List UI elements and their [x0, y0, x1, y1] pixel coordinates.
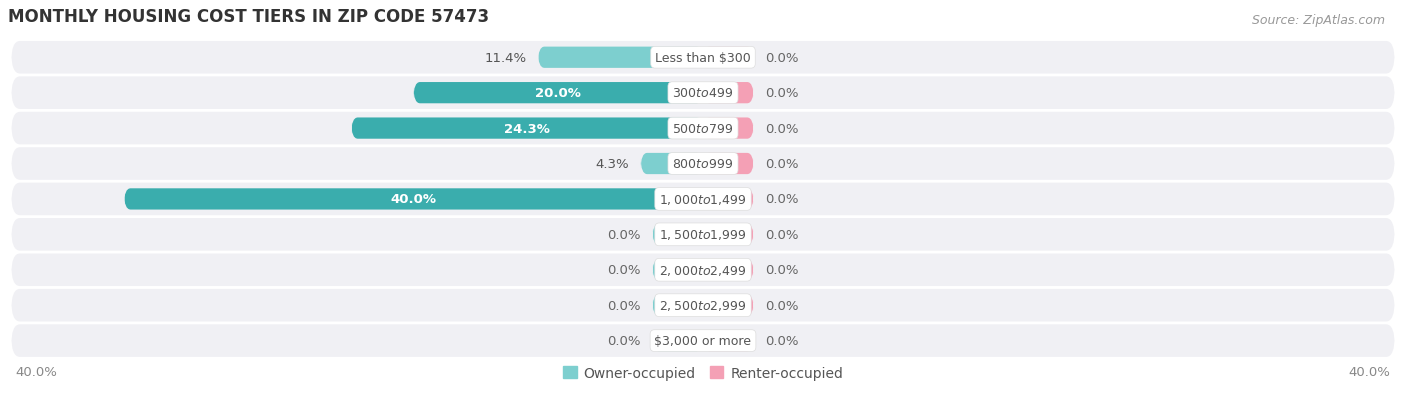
Text: 0.0%: 0.0% — [765, 299, 799, 312]
Text: 0.0%: 0.0% — [607, 263, 641, 277]
Text: 0.0%: 0.0% — [765, 193, 799, 206]
FancyBboxPatch shape — [11, 42, 1395, 74]
FancyBboxPatch shape — [641, 154, 703, 175]
FancyBboxPatch shape — [124, 189, 703, 210]
FancyBboxPatch shape — [11, 148, 1395, 180]
Text: 0.0%: 0.0% — [765, 87, 799, 100]
Text: $1,500 to $1,999: $1,500 to $1,999 — [659, 228, 747, 242]
FancyBboxPatch shape — [11, 254, 1395, 286]
FancyBboxPatch shape — [703, 224, 754, 245]
FancyBboxPatch shape — [703, 154, 754, 175]
FancyBboxPatch shape — [652, 224, 703, 245]
FancyBboxPatch shape — [652, 259, 703, 281]
Text: 0.0%: 0.0% — [607, 334, 641, 347]
FancyBboxPatch shape — [703, 259, 754, 281]
FancyBboxPatch shape — [352, 118, 703, 139]
FancyBboxPatch shape — [703, 189, 754, 210]
Legend: Owner-occupied, Renter-occupied: Owner-occupied, Renter-occupied — [557, 360, 849, 385]
FancyBboxPatch shape — [703, 118, 754, 139]
Text: $300 to $499: $300 to $499 — [672, 87, 734, 100]
FancyBboxPatch shape — [11, 183, 1395, 216]
Text: 0.0%: 0.0% — [607, 228, 641, 241]
Text: 4.3%: 4.3% — [596, 158, 630, 171]
FancyBboxPatch shape — [652, 330, 703, 351]
Text: 0.0%: 0.0% — [765, 263, 799, 277]
Text: 0.0%: 0.0% — [607, 299, 641, 312]
FancyBboxPatch shape — [11, 77, 1395, 110]
FancyBboxPatch shape — [11, 218, 1395, 251]
Text: $500 to $799: $500 to $799 — [672, 122, 734, 135]
Text: 11.4%: 11.4% — [484, 52, 526, 64]
FancyBboxPatch shape — [703, 83, 754, 104]
Text: 40.0%: 40.0% — [15, 366, 58, 378]
Text: Source: ZipAtlas.com: Source: ZipAtlas.com — [1251, 14, 1385, 27]
Text: 0.0%: 0.0% — [765, 122, 799, 135]
Text: Less than $300: Less than $300 — [655, 52, 751, 64]
Text: 0.0%: 0.0% — [765, 52, 799, 64]
FancyBboxPatch shape — [703, 295, 754, 316]
Text: MONTHLY HOUSING COST TIERS IN ZIP CODE 57473: MONTHLY HOUSING COST TIERS IN ZIP CODE 5… — [8, 8, 489, 26]
FancyBboxPatch shape — [703, 330, 754, 351]
FancyBboxPatch shape — [413, 83, 703, 104]
Text: $1,000 to $1,499: $1,000 to $1,499 — [659, 192, 747, 206]
FancyBboxPatch shape — [11, 112, 1395, 145]
Text: 40.0%: 40.0% — [1348, 366, 1391, 378]
FancyBboxPatch shape — [703, 47, 754, 69]
Text: $3,000 or more: $3,000 or more — [655, 334, 751, 347]
Text: 20.0%: 20.0% — [536, 87, 581, 100]
FancyBboxPatch shape — [538, 47, 703, 69]
Text: 24.3%: 24.3% — [505, 122, 550, 135]
FancyBboxPatch shape — [11, 289, 1395, 322]
Text: $2,500 to $2,999: $2,500 to $2,999 — [659, 299, 747, 313]
Text: 40.0%: 40.0% — [391, 193, 436, 206]
Text: 0.0%: 0.0% — [765, 228, 799, 241]
Text: $2,000 to $2,499: $2,000 to $2,499 — [659, 263, 747, 277]
Text: 0.0%: 0.0% — [765, 334, 799, 347]
Text: $800 to $999: $800 to $999 — [672, 158, 734, 171]
Text: 0.0%: 0.0% — [765, 158, 799, 171]
FancyBboxPatch shape — [11, 325, 1395, 357]
FancyBboxPatch shape — [652, 295, 703, 316]
